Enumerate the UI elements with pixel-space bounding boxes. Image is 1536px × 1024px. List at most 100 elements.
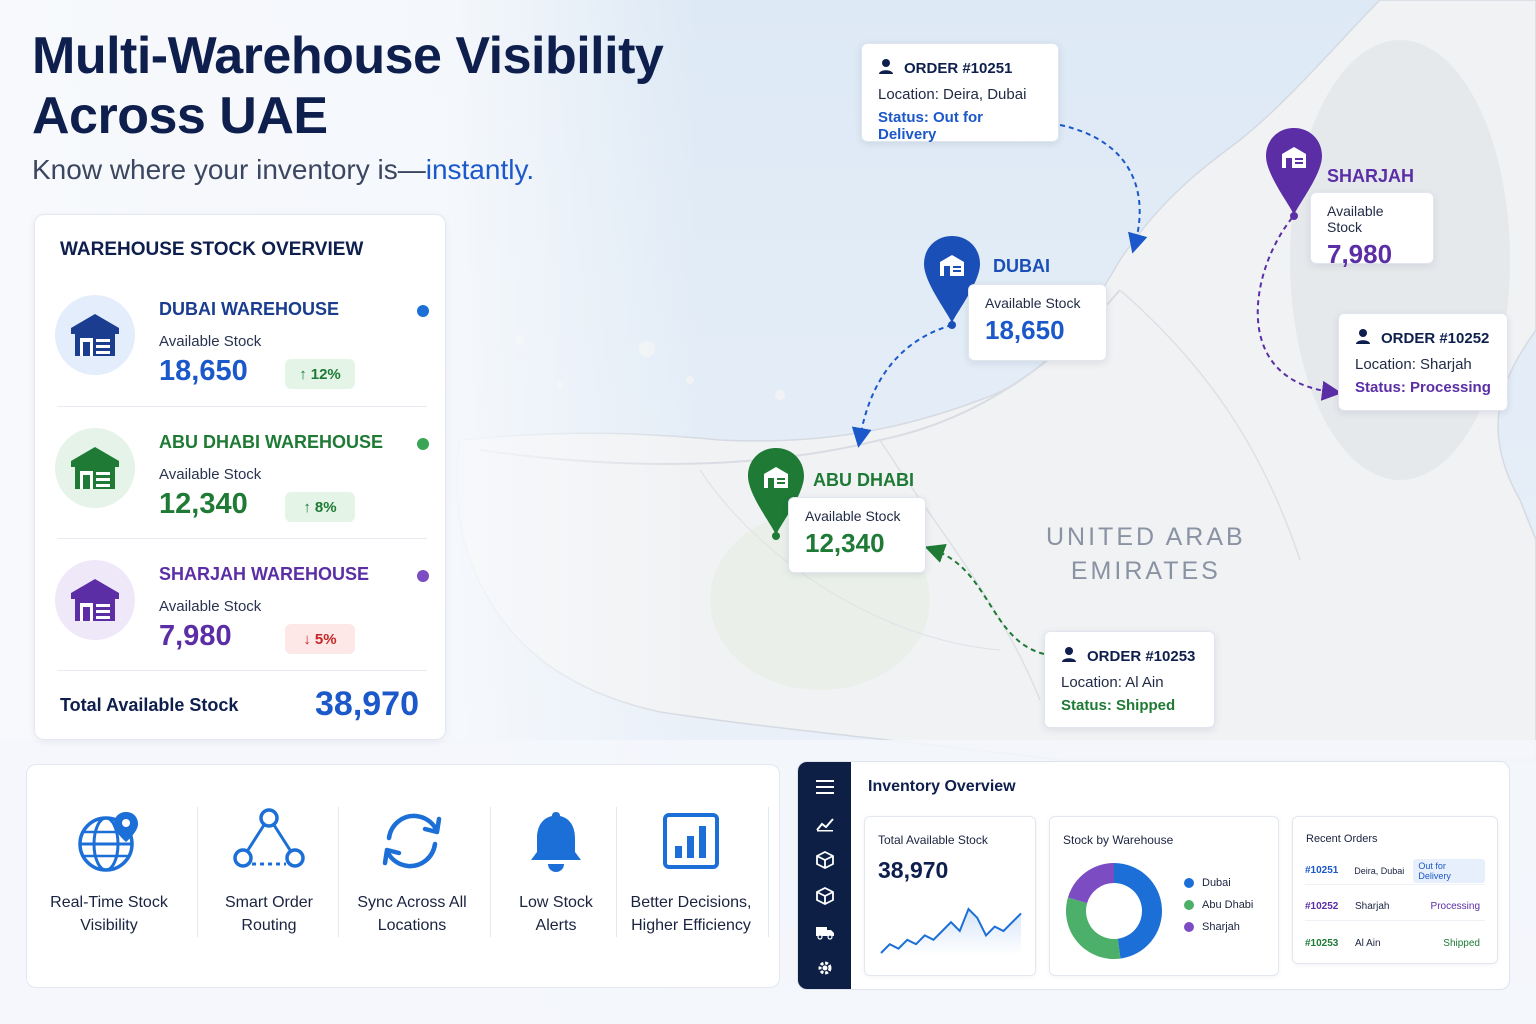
bar-chart-icon — [623, 805, 759, 877]
stock-by-warehouse-panel[interactable]: Stock by Warehouse Dubai Abu Dhabi Sharj… — [1049, 816, 1279, 976]
order-id: ORDER #10251 — [904, 59, 1013, 77]
order-status-badge: Out for Delivery — [1413, 858, 1485, 883]
map-stock-card-dubai[interactable]: Available Stock 18,650 — [968, 284, 1107, 361]
country-label: UNITED ARAB EMIRATES — [1046, 520, 1246, 588]
globe-pin-icon — [41, 805, 177, 877]
country-label-line-1: UNITED ARAB — [1046, 523, 1246, 551]
order-location: Location: Deira, Dubai — [878, 86, 1027, 103]
feature-label-line-2: Alerts — [535, 917, 577, 934]
warehouse-row-abu-dhabi[interactable]: ABU DHABI WAREHOUSE Available Stock 12,3… — [55, 418, 429, 538]
stock-label: Available Stock — [1327, 203, 1384, 235]
status-label: Status: — [878, 109, 929, 126]
title-line-2: Across UAE — [32, 87, 328, 145]
map-stock-card-abu-dhabi[interactable]: Available Stock 12,340 — [788, 497, 926, 573]
donut-slice-abu-dhabi — [1066, 897, 1121, 959]
warehouse-row-sharjah[interactable]: SHARJAH WAREHOUSE Available Stock 7,980 … — [55, 550, 429, 670]
subtitle-accent: instantly. — [425, 154, 535, 185]
order-status: Shipped — [1116, 697, 1176, 714]
legend-label: Dubai — [1202, 877, 1231, 889]
order-card-10252[interactable]: ORDER #10252 Location: Sharjah Status: P… — [1338, 313, 1508, 411]
warehouse-icon — [55, 560, 135, 640]
warehouse-row-dubai[interactable]: DUBAI WAREHOUSE Available Stock 18,650 ↑… — [55, 285, 429, 405]
feature-smart-routing: Smart Order Routing — [209, 805, 329, 937]
map-stock-card-sharjah[interactable]: Available Stock 7,980 — [1310, 192, 1434, 269]
dashboard-title: Inventory Overview — [868, 778, 1016, 795]
package-icon[interactable] — [814, 885, 836, 907]
gear-icon[interactable] — [814, 957, 836, 979]
feature-label-line-1: Sync Across All — [357, 894, 467, 911]
recent-orders-panel[interactable]: Recent Orders #10251 Deira, Dubai Out fo… — [1292, 816, 1498, 964]
warehouse-stock-label: Available Stock — [159, 466, 262, 483]
city-label-sharjah: SHARJAH — [1327, 166, 1415, 186]
box-icon[interactable] — [814, 849, 836, 871]
truck-icon[interactable] — [814, 921, 836, 943]
user-icon — [878, 58, 894, 78]
arrow-up-icon: ↑ — [299, 365, 307, 383]
legend-item: Abu Dhabi — [1184, 899, 1253, 911]
total-stock-panel[interactable]: Total Available Stock 38,970 — [864, 816, 1036, 976]
feature-sync-locations: Sync Across All Locations — [349, 805, 475, 937]
feature-label-line-1: Low Stock — [519, 894, 593, 911]
inventory-dashboard: Inventory Overview Total Available Stock… — [797, 761, 1510, 990]
warehouse-stock-value: 7,980 — [159, 620, 232, 652]
divider — [57, 670, 427, 671]
order-card-10251[interactable]: ORDER #10251 Location: Deira, Dubai Stat… — [861, 43, 1059, 143]
order-id: ORDER #10253 — [1087, 647, 1196, 665]
divider — [616, 807, 617, 937]
feature-label-line-1: Real-Time Stock — [50, 894, 168, 911]
change-badge: ↑ 12% — [285, 359, 355, 389]
arrow-up-icon: ↑ — [303, 498, 311, 516]
sparkline-area — [881, 909, 1021, 955]
total-stock-label: Total Available Stock — [60, 695, 239, 715]
city-label-dubai: DUBAI — [993, 256, 1050, 276]
order-location: Sharjah — [1355, 901, 1390, 912]
routing-icon — [209, 805, 329, 877]
order-card-10253[interactable]: ORDER #10253 Location: Al Ain Status: Sh… — [1044, 631, 1215, 728]
legend-label: Sharjah — [1202, 921, 1240, 933]
stock-value: 12,340 — [805, 528, 885, 558]
status-dot — [417, 305, 429, 317]
divider — [490, 807, 491, 937]
feature-label-line-2: Visibility — [80, 917, 138, 934]
feature-better-decisions: Better Decisions, Higher Efficiency — [623, 805, 759, 937]
order-location: Location: Al Ain — [1061, 674, 1164, 691]
warehouse-donut-chart — [1066, 863, 1162, 959]
feature-label-line-1: Better Decisions, — [630, 894, 752, 911]
panel-value: 38,970 — [878, 857, 949, 883]
order-row[interactable]: #10253 Al Ain Shipped — [1305, 929, 1485, 957]
warehouse-stock-value: 12,340 — [159, 488, 248, 520]
legend-label: Abu Dhabi — [1202, 899, 1254, 911]
warehouse-icon — [55, 295, 135, 375]
legend-swatch — [1184, 900, 1194, 910]
order-id: ORDER #10252 — [1381, 329, 1490, 347]
sparkline-series — [880, 907, 1022, 954]
features-panel: Real-Time Stock Visibility Smart Order Rou… — [26, 764, 780, 988]
warehouse-name: ABU DHABI WAREHOUSE — [159, 432, 384, 452]
user-icon — [1061, 646, 1077, 666]
order-status: Processing — [1410, 379, 1491, 396]
arrow-down-icon: ↓ — [303, 630, 311, 648]
dashboard-sidebar — [798, 762, 851, 989]
order-row[interactable]: #10252 Sharjah Processing — [1305, 893, 1485, 921]
stock-value: 18,650 — [985, 315, 1065, 345]
feature-label-line-2: Locations — [377, 917, 447, 934]
feature-low-stock-alerts: Low Stock Alerts — [501, 805, 611, 937]
warehouse-stock-label: Available Stock — [159, 333, 262, 350]
change-badge: ↑ 8% — [285, 492, 355, 522]
menu-icon[interactable] — [814, 776, 836, 798]
city-label-abu-dhabi: ABU DHABI — [813, 470, 914, 490]
warehouse-icon — [55, 428, 135, 508]
analytics-icon[interactable] — [814, 813, 836, 835]
change-value: 8% — [314, 498, 337, 516]
order-id: #10253 — [1305, 937, 1339, 949]
divider — [57, 406, 427, 407]
stock-value: 7,980 — [1327, 239, 1393, 269]
stock-label: Available Stock — [805, 508, 901, 524]
feature-real-time-stock: Real-Time Stock Visibility — [41, 805, 177, 937]
order-id: #10252 — [1305, 901, 1339, 912]
warehouse-stock-label: Available Stock — [159, 598, 262, 615]
order-row[interactable]: #10251 Deira, Dubai Out for Delivery — [1305, 857, 1485, 885]
divider — [768, 807, 769, 937]
feature-label-line-1: Smart Order — [224, 894, 313, 911]
warehouse-stock-value: 18,650 — [159, 355, 248, 387]
